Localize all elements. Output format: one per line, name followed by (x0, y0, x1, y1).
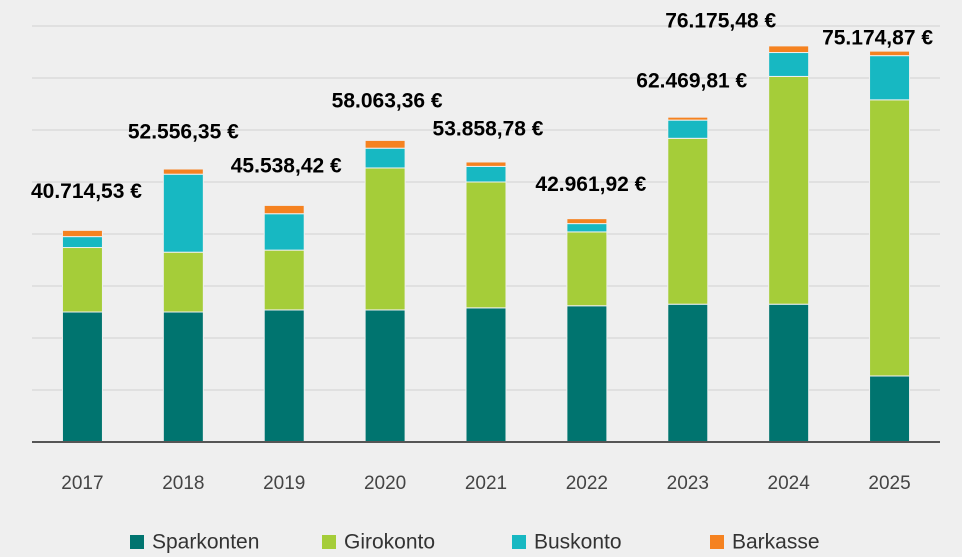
bar-segment (61, 236, 103, 249)
bar-segment (465, 181, 507, 309)
x-tick-label: 2022 (566, 473, 608, 494)
bar-segment (61, 311, 103, 443)
bar-segment (364, 309, 406, 443)
bar-segment (768, 75, 810, 305)
legend-label: Girokonto (344, 531, 435, 554)
x-tick-label: 2018 (162, 473, 204, 494)
bar-segment (566, 305, 608, 443)
bar-segment (162, 311, 204, 443)
bar-segment (667, 137, 709, 305)
legend-swatch (322, 535, 336, 549)
total-label: 76.175,48 € (665, 9, 776, 32)
bar-segment (566, 231, 608, 307)
bar-segment (869, 50, 911, 57)
total-label: 62.469,81 € (636, 70, 747, 93)
total-label: 40.714,53 € (31, 180, 142, 203)
bar-segment (667, 116, 709, 121)
total-label: 42.961,92 € (535, 173, 646, 196)
bar-segment (263, 213, 305, 251)
bar-segment (869, 55, 911, 101)
bar-segment (364, 139, 406, 149)
x-tick-label: 2025 (868, 473, 910, 494)
x-tick-label: 2021 (465, 473, 507, 494)
total-label: 75.174,87 € (822, 27, 933, 50)
bar-segment (263, 309, 305, 443)
bar-segment (465, 307, 507, 443)
bar-segment (263, 249, 305, 311)
legend-label: Barkasse (732, 531, 820, 554)
bar-segment (465, 165, 507, 183)
bar-segment (768, 52, 810, 77)
bar-segment (364, 147, 406, 169)
legend-swatch (512, 535, 526, 549)
bar-segment (768, 303, 810, 443)
x-tick-label: 2019 (263, 473, 305, 494)
bar-segment (768, 45, 810, 54)
x-tick-label: 2024 (768, 473, 811, 494)
total-label: 52.556,35 € (128, 120, 239, 143)
bar-segment (61, 247, 103, 313)
legend-label: Buskonto (534, 531, 622, 554)
total-label: 53.858,78 € (433, 117, 544, 140)
bar-segment (162, 168, 204, 175)
x-tick-label: 2023 (667, 473, 709, 494)
bar-segment (667, 303, 709, 443)
x-tick-label: 2017 (61, 473, 103, 494)
bar-segment (364, 167, 406, 311)
legend-swatch (710, 535, 724, 549)
total-label: 58.063,36 € (332, 90, 443, 113)
bar-segment (465, 161, 507, 167)
bar-segment (869, 375, 911, 443)
bar-segment (61, 229, 103, 238)
x-tick-label: 2020 (364, 473, 406, 494)
legend-label: Sparkonten (152, 531, 259, 554)
bar-segment (162, 173, 204, 253)
bar-segment (869, 99, 911, 377)
legend-swatch (130, 535, 144, 549)
bar-segment (162, 251, 204, 313)
bar-segment (263, 204, 305, 215)
bar-segment (566, 218, 608, 225)
total-label: 45.538,42 € (231, 155, 342, 178)
bar-segment (667, 119, 709, 139)
bar-segment (566, 223, 608, 233)
